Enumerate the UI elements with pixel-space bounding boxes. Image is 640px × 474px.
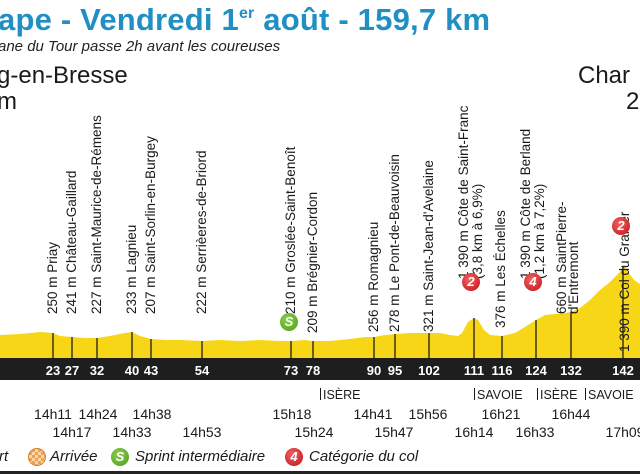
passage-time: 14h24 <box>78 406 118 422</box>
km-tick-label: 116 <box>491 363 513 378</box>
profile-fill <box>0 265 640 358</box>
label-saint-maurice: 227 m Saint-Maurice-de-Rémens <box>89 115 104 314</box>
label-les-echelles: 376 m Les Échelles <box>493 210 508 328</box>
title-superscript: er <box>238 5 255 22</box>
start-altitude: m <box>0 88 17 115</box>
passage-time: 15h56 <box>408 406 448 422</box>
passage-time: 14h17 <box>52 424 92 440</box>
label-lagnieu: 233 m Lagnieu <box>124 224 139 314</box>
km-tick-label: 40 <box>124 363 140 378</box>
legend-arrivee-label: Arrivée <box>50 448 98 465</box>
legend-depart-label: rt <box>0 448 9 465</box>
sprint-badge: S <box>280 313 298 331</box>
start-city: g-en-Bresse <box>0 62 128 89</box>
passage-time: 16h33 <box>515 424 555 440</box>
label-chateau-gaillard: 241 m Château-Gaillard <box>64 170 79 314</box>
km-tick-label: 27 <box>64 363 80 378</box>
bottom-rule <box>0 471 640 474</box>
km-tick-label: 142 <box>612 363 634 378</box>
label-groslee: 210 m Groslée-Saint-Benoît <box>283 146 298 314</box>
label-cote-berland: 1 390 m Côte de Berland <box>518 128 533 279</box>
climb-category-badge-granier: 2 <box>612 217 630 235</box>
passage-time: 14h33 <box>112 424 152 440</box>
km-tick-label: 32 <box>89 363 105 378</box>
passage-time: 14h53 <box>182 424 222 440</box>
passage-time: 14h11 <box>34 406 72 422</box>
km-axis-bar <box>0 358 640 380</box>
legend-sprint-icon: S <box>111 448 129 466</box>
finish-flag-icon <box>28 448 46 466</box>
finish-city: Char <box>578 62 631 89</box>
legend-col-icon: 4 <box>285 448 303 466</box>
label-cote-saint-franc-detail: (3,8 km à 6,9%) <box>470 183 485 279</box>
km-tick-label: 90 <box>366 363 382 378</box>
label-saint-sorlin: 207 m Saint-Sorlin-en-Burgey <box>143 136 158 314</box>
km-tick-label: 43 <box>143 363 159 378</box>
label-cote-saint-franc: 1 390 m Côte de Saint-Franc <box>456 105 471 279</box>
climb-category-badge-saint-franc: 2 <box>462 273 480 291</box>
label-saint-jean: 321 m Saint-Jean-d'Avelaine <box>421 160 436 332</box>
label-cote-berland-detail: (1,2 km à 7,2%) <box>532 183 547 279</box>
km-tick-label: 111 <box>463 363 485 378</box>
km-tick-label: 95 <box>387 363 403 378</box>
label-pont-de-beauvoisin: 278 m Le Pont-de-Beauvoisin <box>387 154 402 332</box>
department-label: ISÈRE <box>320 388 361 402</box>
passage-time: 15h47 <box>374 424 414 440</box>
tick-lines <box>52 266 624 358</box>
km-tick-label: 132 <box>560 363 582 378</box>
km-tick-label: 78 <box>305 363 321 378</box>
passage-time: 15h18 <box>272 406 312 422</box>
label-romagnieu: 256 m Romagnieu <box>366 221 381 332</box>
department-label: SAVOIE <box>585 388 634 402</box>
km-tick-label: 73 <box>283 363 299 378</box>
finish-altitude: 2 <box>626 88 640 115</box>
label-serrieres: 222 m Serrièeres-de-Briord <box>194 150 209 314</box>
passage-time: 15h24 <box>294 424 334 440</box>
km-tick-label: 54 <box>194 363 210 378</box>
km-tick-label: 102 <box>418 363 440 378</box>
passage-time: 14h38 <box>132 406 172 422</box>
legend: rt Arrivée S Sprint intermédiaire 4 Caté… <box>0 448 640 468</box>
label-priay: 250 m Priay <box>45 241 60 314</box>
legend-sprint-label: Sprint intermédiaire <box>135 448 266 465</box>
department-label: ISÈRE <box>537 388 578 402</box>
title-distance: août - 159,7 km <box>254 2 491 37</box>
label-saint-pierre-2: d'Entremont <box>566 241 581 314</box>
climb-category-badge-berland: 4 <box>524 273 542 291</box>
title-main: ape - Vendredi 1 <box>0 2 239 37</box>
passage-time: 16h21 <box>481 406 521 422</box>
passage-time: 14h41 <box>353 406 393 422</box>
stage-subtitle: ane du Tour passe 2h avant les coureuses <box>0 38 281 55</box>
label-bregnier: 209 m Brégnier-Cordon <box>305 191 320 333</box>
stage-title: ape - Vendredi 1er août - 159,7 km <box>0 2 490 38</box>
department-label: SAVOIE <box>474 388 523 402</box>
km-tick-label: 124 <box>525 363 547 378</box>
km-tick-label: 23 <box>45 363 61 378</box>
passage-time: 17h09 <box>605 424 640 440</box>
passage-time: 16h14 <box>454 424 494 440</box>
legend-col-label: Catégorie du col <box>309 448 419 465</box>
passage-time: 16h44 <box>551 406 591 422</box>
